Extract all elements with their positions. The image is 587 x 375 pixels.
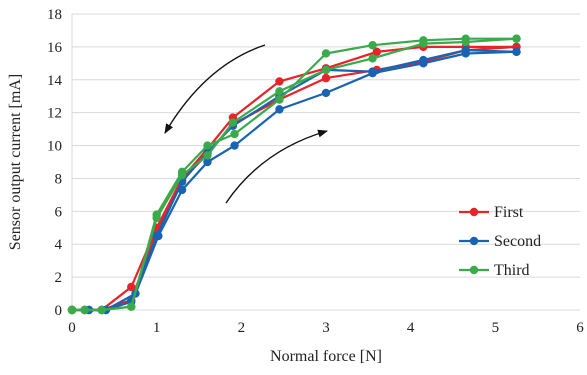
data-point-first-unloading-5 xyxy=(275,77,284,86)
data-point-third-unloading-8 xyxy=(177,170,187,180)
data-point-third-unloading-10 xyxy=(127,302,136,311)
y-tick-label-6: 6 xyxy=(55,204,63,220)
y-tick-label-2: 2 xyxy=(55,270,63,286)
loading-arrow xyxy=(225,129,328,204)
y-tick-label-12: 12 xyxy=(47,106,62,122)
data-point-third-loading-9 xyxy=(321,49,331,58)
x-tick-label-2: 2 xyxy=(238,320,246,336)
data-point-third-unloading-5 xyxy=(275,87,284,96)
data-point-second-loading-9 xyxy=(321,88,331,98)
series-third xyxy=(67,34,521,315)
y-tick-label-16: 16 xyxy=(47,40,63,56)
data-point-third-unloading-2 xyxy=(419,39,428,48)
legend-label-second: Second xyxy=(494,233,541,250)
x-tick-label-4: 4 xyxy=(407,320,415,336)
x-tick-label-0: 0 xyxy=(68,320,76,336)
y-tick-label-18: 18 xyxy=(47,7,62,23)
data-point-second-loading-8 xyxy=(275,105,284,114)
x-tick-label-5: 5 xyxy=(492,320,500,336)
series-layer xyxy=(67,34,521,315)
legend: First Second Third xyxy=(459,204,541,279)
y-tick-label-8: 8 xyxy=(55,171,63,187)
data-point-third-unloading-12 xyxy=(80,305,89,315)
unloading-arrow xyxy=(164,44,266,134)
data-point-first-unloading-3 xyxy=(372,47,381,57)
data-point-second-unloading-9 xyxy=(152,231,161,241)
data-point-first-unloading-10 xyxy=(127,282,136,292)
data-point-third-loading-8 xyxy=(275,95,284,104)
legend-label-first: First xyxy=(494,204,524,221)
data-point-third-unloading-13 xyxy=(67,305,77,315)
y-tick-label-0: 0 xyxy=(55,303,63,319)
data-point-second-unloading-2 xyxy=(419,55,428,65)
data-point-first-loading-9 xyxy=(321,73,331,83)
axes xyxy=(71,14,580,311)
legend-label-third: Third xyxy=(494,262,530,279)
data-point-second-unloading-3 xyxy=(368,67,377,76)
series-line-third-unloading xyxy=(72,37,517,312)
data-point-third-unloading-6 xyxy=(228,118,238,127)
data-point-third-unloading-0 xyxy=(512,34,521,43)
data-point-second-unloading-0 xyxy=(512,47,521,57)
x-axis-title: Normal force [N] xyxy=(270,348,382,365)
y-tick-label-14: 14 xyxy=(47,73,63,89)
x-tick-label-6: 6 xyxy=(576,320,584,336)
data-point-third-unloading-3 xyxy=(368,54,377,63)
data-point-third-unloading-7 xyxy=(203,151,212,160)
annotation-arrows xyxy=(164,44,328,204)
data-point-second-loading-7 xyxy=(230,141,239,150)
legend-marker-third xyxy=(469,265,479,275)
x-tick-label-1: 1 xyxy=(153,320,161,336)
data-point-second-loading-6 xyxy=(203,157,212,167)
x-tick-label-3: 3 xyxy=(322,320,330,336)
data-point-third-unloading-1 xyxy=(461,37,470,47)
data-point-third-unloading-4 xyxy=(321,65,331,75)
data-point-third-unloading-11 xyxy=(97,305,106,315)
y-axis-title: Sensor output current [mA] xyxy=(7,74,24,250)
y-tick-label-4: 4 xyxy=(55,237,63,253)
data-point-third-loading-10 xyxy=(368,41,377,50)
data-point-third-loading-7 xyxy=(230,129,239,139)
data-point-third-loading-6 xyxy=(203,141,212,150)
data-point-second-unloading-1 xyxy=(461,45,470,55)
y-tick-label-10: 10 xyxy=(47,139,62,155)
legend-marker-second xyxy=(469,236,479,246)
legend-marker-first xyxy=(469,207,479,217)
data-point-third-unloading-9 xyxy=(152,213,161,223)
